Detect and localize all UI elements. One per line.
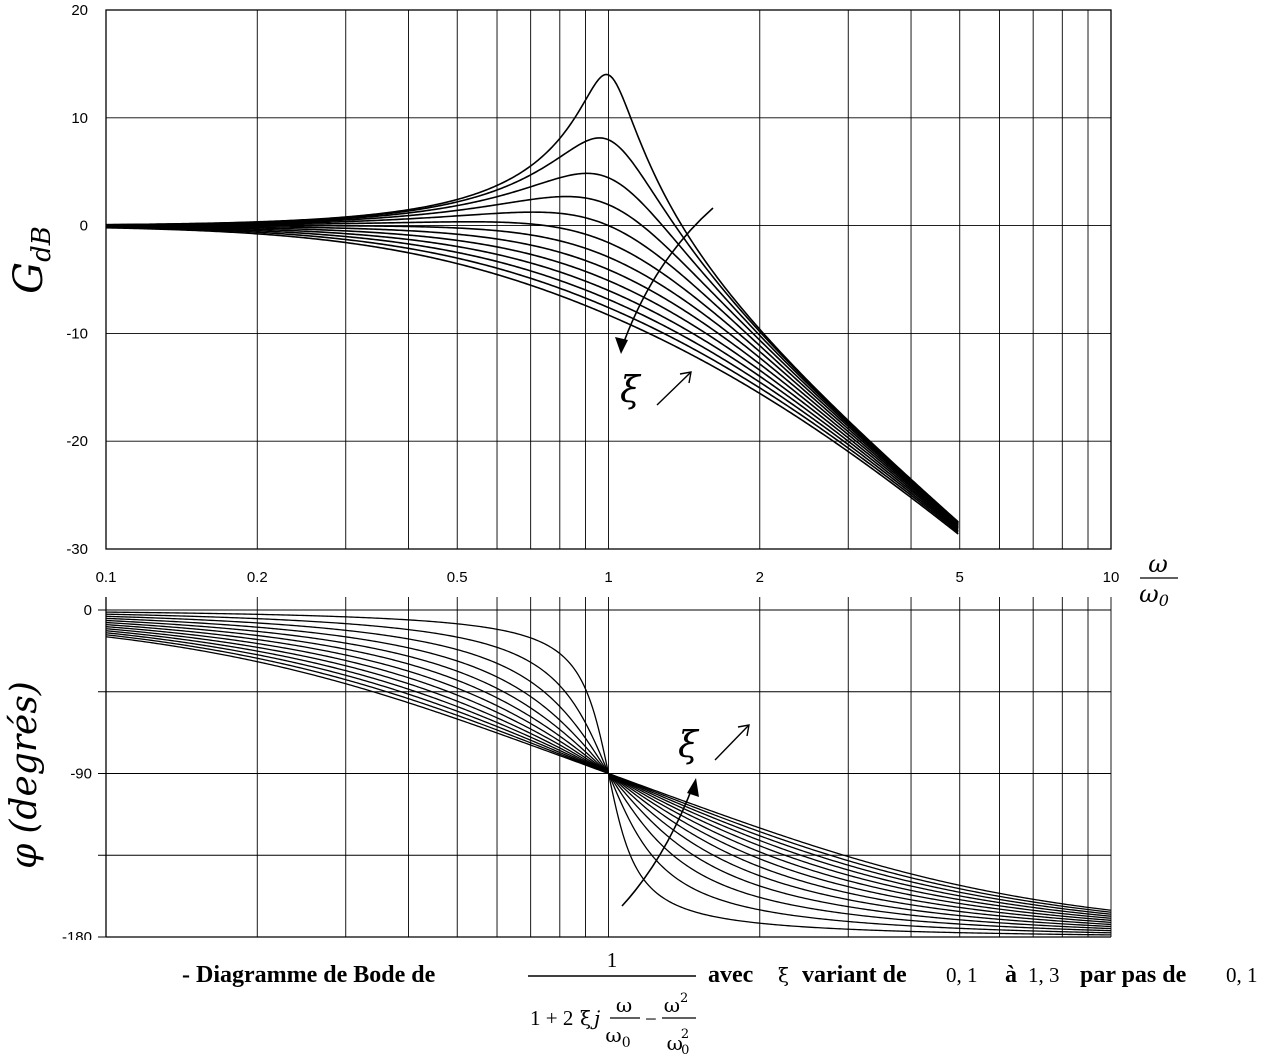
x-tick-label: 1: [604, 569, 612, 586]
phase-y-tick-labels: -180 -90 0: [62, 602, 92, 940]
phase-curves: [105, 611, 1112, 936]
svg-text:ω: ω: [616, 993, 632, 1017]
caption-a: à: [1005, 962, 1017, 988]
x-tick-label: 0.5: [447, 569, 468, 586]
svg-text:ω2: ω2: [664, 991, 689, 1017]
gain-y-tick-label: 0: [80, 218, 88, 235]
gain-curve-xi-1: [105, 225, 959, 531]
caption: - Diagramme de Bode de 1 1 + 2 ξ j ω ω0 …: [182, 948, 1258, 1058]
gain-curve-xi-1.3: [105, 226, 959, 535]
gain-increase-arrow-icon: [656, 372, 691, 406]
gain-xi-annotation: ξ: [615, 207, 714, 411]
x-axis-label: ω ω0: [1139, 550, 1178, 610]
phase-plot: -180 -90 0: [62, 597, 1112, 940]
gain-curve-xi-0.8: [106, 225, 959, 528]
phase-y-tick-label: -90: [70, 766, 92, 783]
caption-val3: 0, 1: [1226, 963, 1258, 987]
svg-text:1 + 2: 1 + 2: [530, 1006, 573, 1030]
gain-ylabel-main: G: [6, 262, 52, 294]
x-tick-label: 2: [756, 569, 764, 586]
x-label-numerator: ω: [1148, 550, 1168, 578]
gain-y-tick-label: 20: [71, 2, 88, 19]
phase-arrowhead-icon: [687, 778, 699, 797]
x-label-denominator: ω0: [1139, 580, 1169, 610]
gain-increase-arrowhead-icon: [679, 371, 692, 384]
caption-val2: 1, 3: [1028, 963, 1060, 987]
phase-curve-xi-1.3: [105, 636, 1112, 911]
caption-fraction-denominator: 1 + 2 ξ j ω ω0 − ω2 ω2 0: [530, 991, 696, 1058]
gain-y-tick-label: -20: [66, 433, 88, 450]
x-tick-label: 10: [1103, 569, 1120, 586]
svg-text:φ(degrés): φ (degrés): [4, 681, 45, 869]
gain-ylabel-sub: dB: [27, 226, 57, 262]
gain-curves: [105, 73, 959, 535]
phase-increase-arrow-icon: [714, 725, 749, 761]
phase-xi-annotation: ξ: [621, 724, 750, 907]
caption-variant: variant de: [802, 962, 907, 988]
gain-y-tick-label: 10: [71, 110, 88, 127]
gain-curve-xi-0.7: [106, 224, 959, 527]
x-tick-label: 5: [956, 569, 964, 586]
gain-plot: -30 -20 -10 0 10 20: [66, 2, 1112, 558]
phase-xi-curved-arrow: [621, 782, 695, 907]
gain-curve-xi-0.5: [106, 211, 959, 525]
svg-text:ω0: ω0: [605, 1023, 630, 1051]
phase-xi-symbol: ξ: [678, 725, 700, 766]
phase-y-tick-label: 0: [84, 602, 92, 619]
phase-ylabel-main: φ: [4, 843, 45, 869]
caption-val1: 0, 1: [946, 963, 978, 987]
bode-figure: -30 -20 -10 0 10 20 0.1 0.2 0.5 1 2 5 10 -180 -90 0 G…: [4, 2, 1178, 940]
gain-curve-xi-1.1: [105, 226, 959, 532]
gain-y-tick-labels: -30 -20 -10 0 10 20: [66, 2, 88, 558]
gain-curve-xi-0.1: [105, 73, 959, 523]
gain-y-tick-label: -10: [66, 325, 88, 342]
gain-curve-xi-1.2: [105, 226, 959, 534]
gain-xi-symbol: ξ: [620, 370, 642, 411]
svg-text:ξ: ξ: [580, 1006, 591, 1030]
caption-xi: ξ: [778, 963, 789, 987]
gain-xi-curved-arrow: [620, 207, 714, 351]
phase-increase-arrowhead-icon: [737, 724, 750, 737]
gain-curve-xi-0.9: [105, 225, 959, 529]
caption-prefix: - Diagramme de Bode de: [182, 962, 436, 988]
svg-text:ω20: ω2 0: [667, 1027, 690, 1058]
gain-curve-xi-0.6: [106, 220, 959, 526]
phase-y-tick-label: -180: [62, 929, 92, 940]
caption-fraction-numerator: 1: [607, 948, 618, 972]
phase-y-axis-label: φ (degrés): [4, 681, 45, 869]
caption-avec: avec: [708, 962, 754, 988]
gain-curve-xi-0.2: [105, 137, 959, 523]
x-tick-label: 0.2: [247, 569, 268, 586]
svg-text:j: j: [590, 1006, 600, 1030]
svg-text:−: −: [645, 1007, 657, 1031]
phase-ylabel-sub: (degrés): [4, 681, 45, 833]
gain-grid: [105, 9, 1112, 550]
gain-y-tick-label: -30: [66, 541, 88, 558]
gain-y-axis-label: GdB: [6, 226, 57, 294]
x-tick-label: 0.1: [96, 569, 117, 586]
gain-plot-frame: [105, 9, 1112, 550]
gain-arrowhead-icon: [615, 337, 628, 354]
x-tick-labels: 0.1 0.2 0.5 1 2 5 10: [96, 569, 1120, 586]
caption-par: par pas de: [1080, 962, 1187, 988]
svg-text:GdB: GdB: [6, 226, 57, 294]
